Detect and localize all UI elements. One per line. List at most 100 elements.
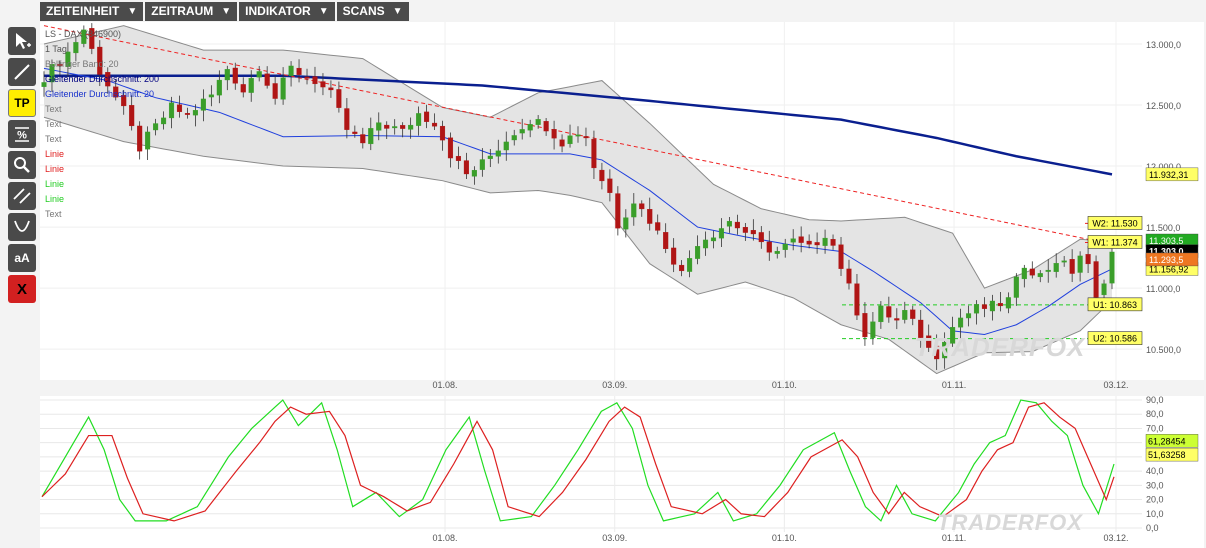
level-label-text: W1: 11.374 xyxy=(1092,237,1137,247)
delete-tool[interactable]: X xyxy=(8,275,36,303)
svg-text:%: % xyxy=(17,130,27,142)
chevron-down-icon: ▼ xyxy=(392,6,403,17)
candle-body xyxy=(934,345,940,360)
candle-body xyxy=(559,139,565,147)
legend-entry[interactable]: Text xyxy=(45,209,62,219)
parallel-line-tool[interactable] xyxy=(8,182,36,210)
date-tick-label: 01.10. xyxy=(772,380,797,390)
legend-entry[interactable]: Linie xyxy=(45,179,65,189)
stoch-panel-bg xyxy=(40,396,1204,548)
stoch-axis-tick-label: 40,0 xyxy=(1146,466,1164,476)
menu-indikator[interactable]: INDIKATOR ▼ xyxy=(239,2,335,21)
candle-body xyxy=(687,258,693,272)
candle-body xyxy=(1061,260,1067,263)
candle-body xyxy=(471,169,477,177)
candle-body xyxy=(695,246,701,259)
zoom-tool[interactable] xyxy=(8,151,36,179)
candle-body xyxy=(902,309,908,320)
candle-body xyxy=(750,230,756,235)
text-tool[interactable]: aA xyxy=(8,244,36,272)
price-axis-tick-label: 12.000,0 xyxy=(1146,162,1181,172)
price-axis-tick-label: 10.500,0 xyxy=(1146,345,1181,355)
line-tool[interactable] xyxy=(8,58,36,86)
candle-body xyxy=(360,134,366,144)
date-tick-label: 03.09. xyxy=(602,380,627,390)
legend-entry[interactable]: Text xyxy=(45,134,62,144)
legend-entry[interactable]: Bollinger Band: 20 xyxy=(45,59,119,69)
candle-body xyxy=(416,113,422,126)
candle-body xyxy=(463,160,469,175)
candle-body xyxy=(830,239,836,246)
candle-body xyxy=(607,178,613,193)
level-label-bg xyxy=(1087,216,1143,230)
level-label-text: U2: 10.586 xyxy=(1093,334,1137,344)
candle-body xyxy=(758,232,764,243)
legend-entry[interactable]: Text xyxy=(45,104,62,114)
candle-body xyxy=(910,309,916,319)
curve-tool[interactable] xyxy=(8,213,36,241)
menu-label: INDIKATOR xyxy=(245,4,311,18)
legend-entry[interactable]: Linie xyxy=(45,194,65,204)
candle-body xyxy=(647,209,653,224)
candle-body xyxy=(527,124,533,131)
stoch-axis-tick-label: 80,0 xyxy=(1146,409,1164,419)
price-axis-tick-label: 11.000,0 xyxy=(1146,284,1180,294)
price-axis-tick-label: 13.000,0 xyxy=(1146,40,1181,50)
stoch-date-tick-label: 03.12. xyxy=(1103,533,1128,543)
candle-body xyxy=(447,137,454,159)
candle-body xyxy=(583,136,589,139)
legend-entry[interactable]: Linie xyxy=(45,164,65,174)
menu-zeiteinheit[interactable]: ZEITEINHEIT ▼ xyxy=(40,2,144,21)
legend-entry[interactable]: LS - DAX (846900) xyxy=(45,29,122,39)
legend-entry[interactable]: Gleitender Durchschnitt: 20 xyxy=(45,89,155,99)
candle-body xyxy=(615,193,621,229)
level-label-box: W2: 11.530 xyxy=(1087,216,1143,230)
stoch-series-line xyxy=(41,399,1115,522)
menu-zeitraum[interactable]: ZEITRAUM ▼ xyxy=(145,2,238,21)
candle-body xyxy=(838,244,844,269)
candle-body xyxy=(384,124,390,129)
candle-body xyxy=(200,98,206,111)
chart-svg[interactable]: 13.000,0 12.500,0 12.000,0 11.500,0 11.000,0… xyxy=(40,22,1204,548)
stoch-tag-text: 61,28454 xyxy=(1148,436,1186,446)
candle-body xyxy=(918,319,924,338)
candle-body xyxy=(224,69,230,81)
date-tick-label: 01.08. xyxy=(433,380,458,390)
legend-entry[interactable]: Linie xyxy=(45,149,65,159)
tp-tool[interactable]: TP xyxy=(8,89,36,117)
candle-body xyxy=(81,29,87,44)
stoch-date-tick-label: 01.11. xyxy=(942,533,966,543)
stoch-date-tick-label: 01.08. xyxy=(433,533,458,543)
candle-body xyxy=(894,318,900,321)
candle-body xyxy=(942,341,948,359)
stoch-axis-tick-label: 0,0 xyxy=(1146,523,1159,533)
candle-body xyxy=(862,313,868,338)
candle-body xyxy=(878,305,884,323)
candle-body xyxy=(1029,268,1035,276)
legend-entry[interactable]: Text xyxy=(45,119,62,129)
price-axis-tick-label: 12.500,0 xyxy=(1146,101,1181,111)
chevron-down-icon: ▼ xyxy=(318,6,329,17)
legend-entry[interactable]: Gleitender Durchschnitt: 200 xyxy=(45,74,160,84)
candle-body xyxy=(1093,261,1099,298)
candle-body xyxy=(886,306,892,318)
stoch-value-tag: 61,28454 xyxy=(1145,434,1199,448)
percent-tool[interactable]: % xyxy=(8,120,36,148)
candle-body xyxy=(73,42,79,54)
candle-body xyxy=(424,111,430,122)
drawing-toolbar: TP % aA X xyxy=(8,27,36,306)
watermark-text: TRADERFOX xyxy=(915,332,1086,362)
candle-body xyxy=(400,125,406,129)
chart-area[interactable]: 13.000,0 12.500,0 12.000,0 11.500,0 11.000,0… xyxy=(40,22,1204,548)
cursor-tool[interactable] xyxy=(8,27,36,55)
candle-body xyxy=(248,78,254,93)
bollinger-lower-line xyxy=(43,116,1113,375)
candle-body xyxy=(495,150,501,157)
candle-body xyxy=(479,159,485,170)
menu-scans[interactable]: SCANS ▼ xyxy=(336,2,409,21)
candle-body xyxy=(503,141,509,151)
legend-entry[interactable]: 1 Tag xyxy=(45,44,67,54)
candle-body xyxy=(192,110,198,116)
search-icon xyxy=(14,157,30,173)
candle-body xyxy=(766,241,772,253)
